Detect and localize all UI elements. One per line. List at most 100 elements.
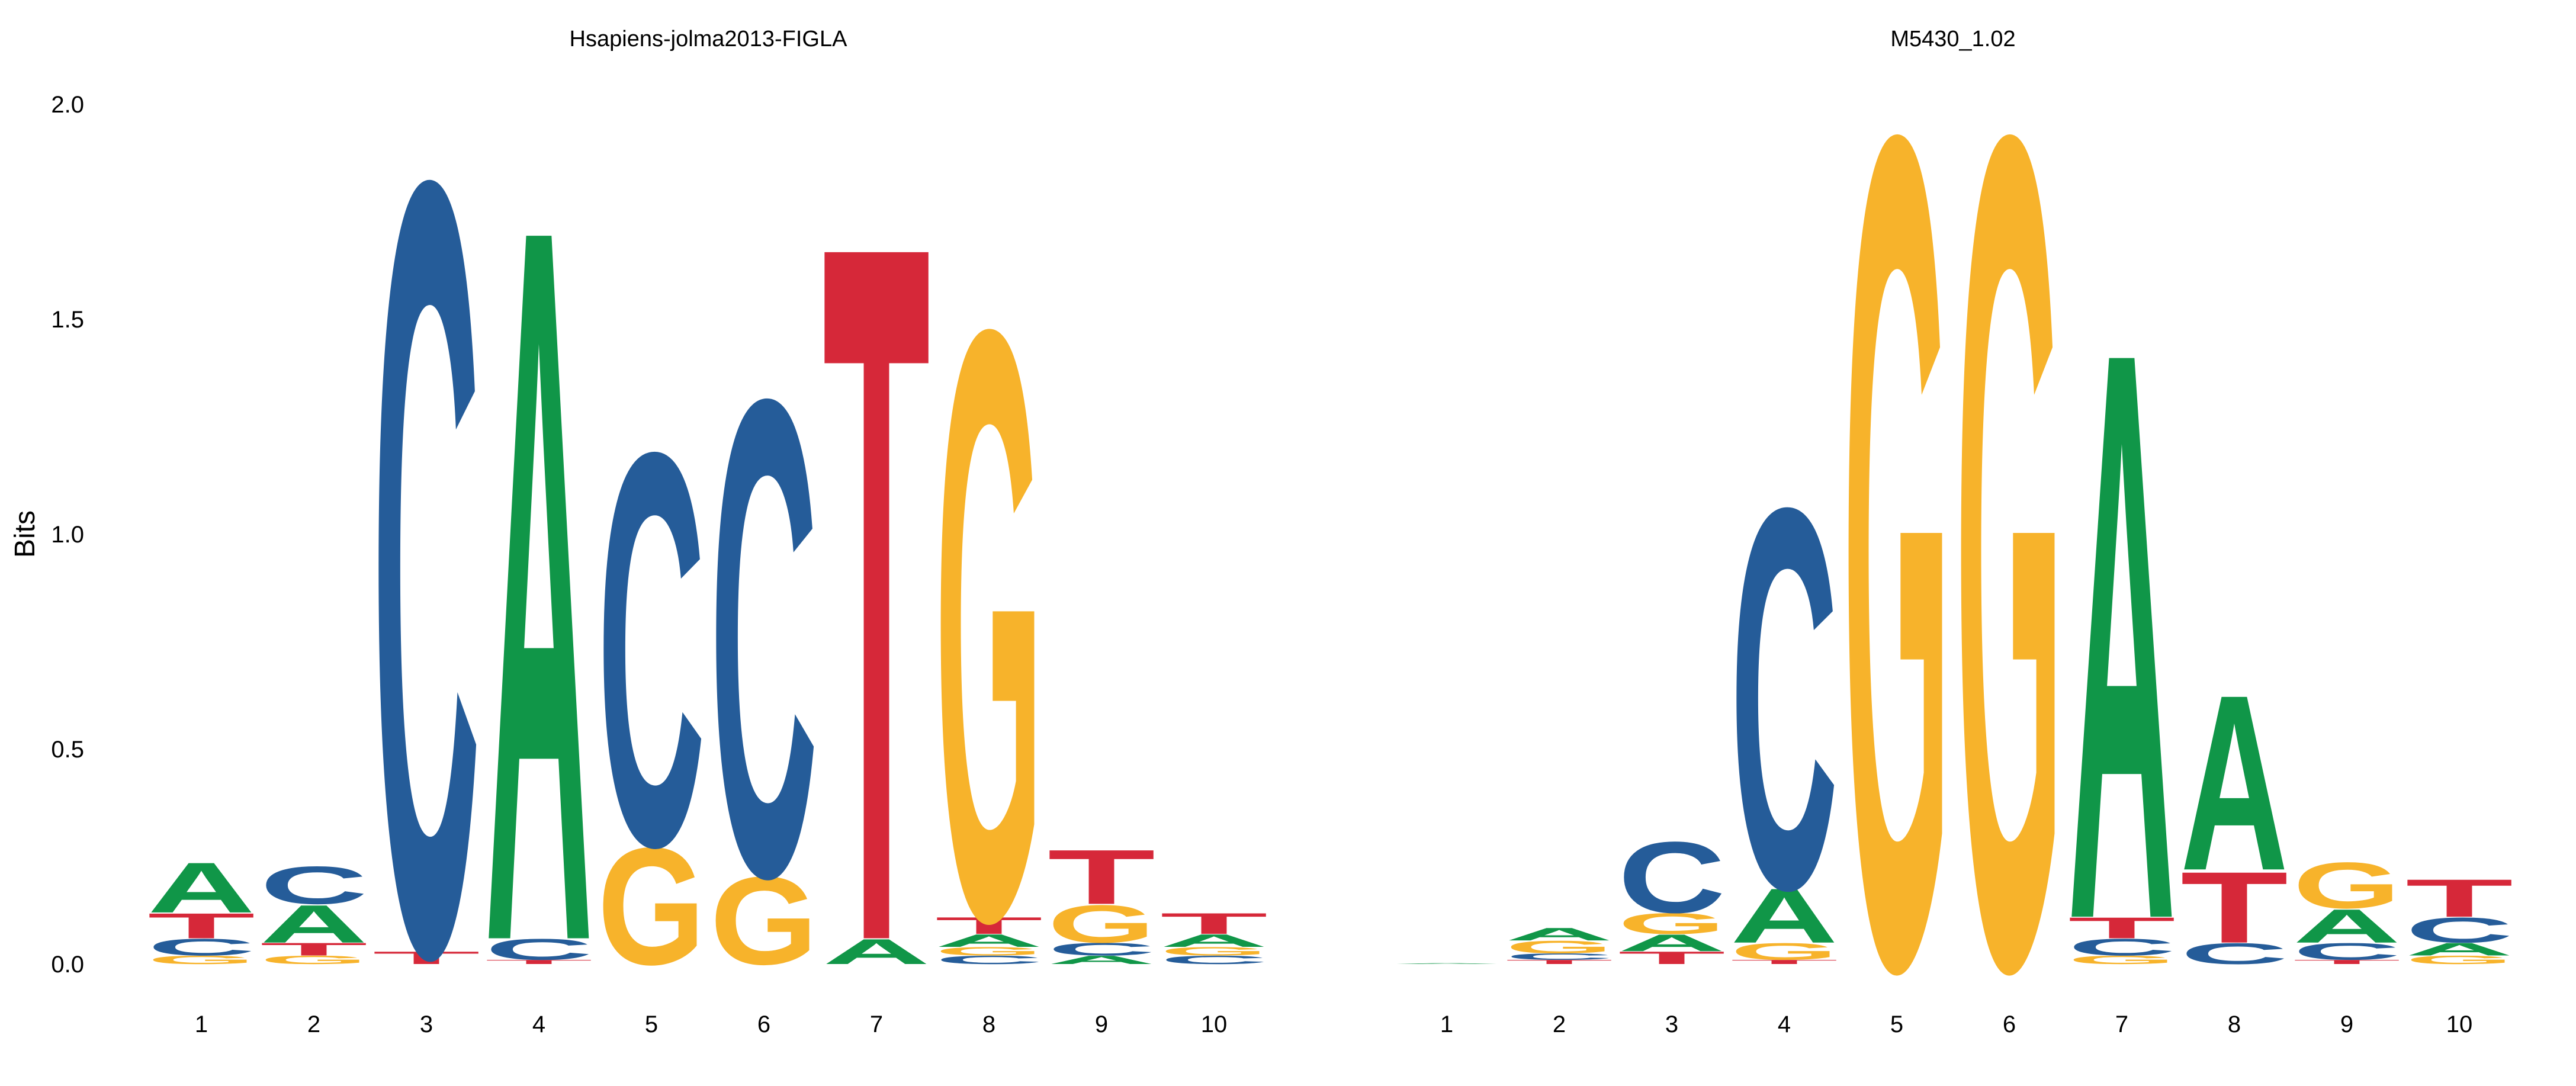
- logo-letter-g: G: [935, 944, 1043, 958]
- x-tick-label: 10: [1201, 1011, 1228, 1037]
- logo-letter-a: A: [2180, 642, 2288, 923]
- logo-letter-g: G: [1618, 907, 1726, 940]
- y-tick-label: 0.5: [51, 737, 84, 763]
- x-tick-label: 2: [1553, 1011, 1566, 1037]
- logo-letter-g: G: [1048, 894, 1155, 954]
- logo-letter-a: A: [485, 15, 593, 1083]
- x-axis-ticks-left: 1 2 3 4 5 6 7 8 9 10: [195, 1011, 1227, 1037]
- logo-letter-a: A: [2068, 181, 2176, 1083]
- logo-letter-c: C: [2405, 910, 2513, 950]
- x-tick-label: 1: [195, 1011, 208, 1037]
- logo-letter-t: T: [823, 36, 930, 1083]
- logo-letter-t: T: [1505, 959, 1613, 965]
- logo-letter-a: A: [1730, 872, 1838, 959]
- logo-column: GC: [710, 259, 818, 1018]
- panel-title-right: M5430_1.02: [1890, 27, 2015, 52]
- x-tick-label: 6: [2003, 1011, 2016, 1037]
- logo-letter-g: G: [260, 953, 368, 966]
- x-tick-label: 6: [757, 1011, 770, 1037]
- logo-letter-c: C: [2293, 939, 2401, 965]
- logo-letter-t: T: [2180, 851, 2288, 965]
- logo-letter-t: T: [1048, 834, 1155, 920]
- panel-title-left: Hsapiens-jolma2013-FIGLA: [570, 27, 848, 52]
- logo-letter-g: G: [935, 155, 1043, 1083]
- logo-letter-c: C: [2068, 934, 2176, 960]
- x-tick-label: 2: [307, 1011, 320, 1037]
- x-tick-label: 9: [1095, 1011, 1108, 1037]
- logo-letter-t: T: [260, 939, 368, 959]
- logo-letter-a: A: [935, 931, 1043, 951]
- logo-letter-t: T: [485, 959, 593, 965]
- logo-column: G: [1843, 0, 1951, 1086]
- logo-column: G: [1955, 0, 2063, 1086]
- x-tick-label: 8: [982, 1011, 995, 1037]
- y-tick-label: 2.0: [51, 92, 84, 118]
- logo-letter-c: C: [710, 259, 818, 1018]
- logo-column: A: [1393, 963, 1501, 964]
- logo-letter-a: A: [1048, 953, 1155, 967]
- x-tick-label: 7: [870, 1011, 883, 1037]
- logo-column: CTA: [2180, 642, 2288, 970]
- logo-letter-c: C: [372, 0, 480, 1083]
- logo-letter-a: A: [1618, 930, 1726, 956]
- logo-column: TC: [372, 0, 480, 1086]
- logo-letter-t: T: [1618, 948, 1726, 968]
- logo-letter-a: A: [147, 847, 255, 927]
- x-tick-label: 5: [645, 1011, 658, 1037]
- y-tick-label: 1.5: [51, 307, 84, 333]
- x-tick-label: 1: [1440, 1011, 1453, 1037]
- logo-letter-g: G: [147, 953, 255, 966]
- logo-letter-t: T: [2068, 911, 2176, 944]
- logo-letter-a: A: [2293, 899, 2401, 953]
- logo-letter-g: G: [2293, 849, 2401, 922]
- logo-letter-c: C: [1048, 939, 1155, 959]
- x-axis-ticks-right: 1 2 3 4 5 6 7 8 9 10: [1440, 1011, 2472, 1037]
- x-tick-label: 9: [2340, 1011, 2353, 1037]
- logo-letter-t: T: [1160, 907, 1268, 940]
- logo-letter-a: A: [1505, 924, 1613, 944]
- logo-letter-c: C: [1160, 953, 1268, 967]
- logo-letter-a: A: [260, 894, 368, 954]
- logo-letter-c: C: [485, 933, 593, 966]
- logo-letter-c: C: [935, 953, 1043, 967]
- logo-letter-c: C: [598, 335, 705, 962]
- logo-column: TCA: [485, 15, 593, 1086]
- logo-letter-t: T: [935, 913, 1043, 939]
- logo-letter-c: C: [260, 856, 368, 915]
- logo-letter-t: T: [147, 906, 255, 946]
- logo-column: AT: [823, 36, 930, 1086]
- logo-letter-g: G: [2068, 953, 2176, 966]
- logo-letter-c: C: [147, 934, 255, 960]
- y-axis-ticks: 0.0 0.5 1.0 1.5 2.0: [51, 92, 84, 978]
- x-tick-label: 4: [1778, 1011, 1791, 1037]
- logo-letter-t: T: [372, 948, 480, 968]
- y-tick-label: 0.0: [51, 952, 84, 978]
- logo-letter-g: G: [2405, 953, 2513, 966]
- logo-letter-c: C: [1505, 952, 1613, 962]
- logo-panel-left: Hsapiens-jolma2013-FIGLA Bits 0.0 0.5 1.0 1…: [9, 0, 1268, 1086]
- x-tick-label: 3: [1665, 1011, 1678, 1037]
- x-tick-label: 8: [2228, 1011, 2241, 1037]
- logo-letter-g: G: [1505, 937, 1613, 958]
- logo-column: GC: [598, 335, 705, 999]
- logo-letter-g: G: [1730, 938, 1838, 965]
- x-tick-label: 4: [532, 1011, 545, 1037]
- logo-letter-g: G: [598, 812, 705, 1000]
- y-axis-label: Bits: [9, 510, 41, 558]
- logo-letter-c: C: [2180, 937, 2288, 971]
- x-tick-label: 10: [2446, 1011, 2473, 1037]
- y-tick-label: 1.0: [51, 522, 84, 548]
